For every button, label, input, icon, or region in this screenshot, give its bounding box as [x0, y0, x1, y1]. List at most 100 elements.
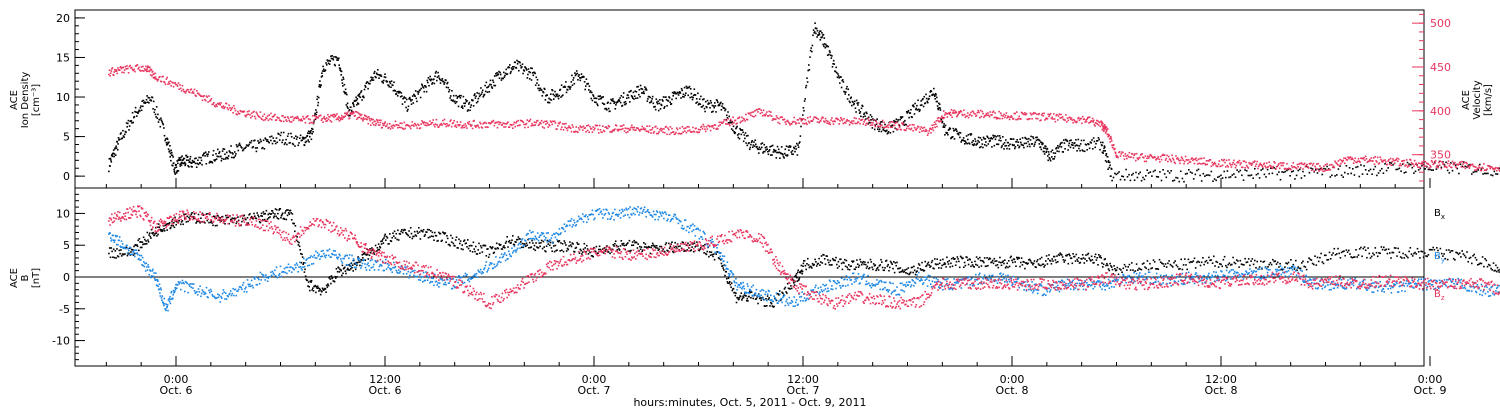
- density-point: [1172, 180, 1174, 182]
- density-point: [235, 153, 237, 155]
- density-point: [605, 107, 608, 110]
- density-point: [940, 118, 943, 121]
- density-point: [957, 133, 960, 136]
- bx-point: [734, 294, 737, 297]
- bx-point: [293, 222, 295, 225]
- density-point: [921, 104, 923, 106]
- density-point: [1282, 171, 1285, 174]
- velocity-point: [1459, 161, 1462, 163]
- bx-point: [545, 245, 548, 247]
- density-point: [517, 60, 519, 63]
- density-point: [1072, 144, 1074, 146]
- velocity-point: [433, 123, 435, 126]
- density-point: [628, 91, 630, 93]
- velocity-point: [882, 126, 885, 129]
- density-point: [406, 110, 409, 112]
- bx-point: [795, 272, 798, 275]
- density-point: [811, 50, 813, 53]
- velocity-point: [209, 99, 212, 101]
- density-point: [356, 98, 359, 100]
- velocity-point: [833, 120, 836, 122]
- density-point: [911, 116, 913, 119]
- density-point: [223, 158, 225, 160]
- velocity-point: [795, 122, 798, 124]
- bx-point: [800, 264, 803, 267]
- velocity-point: [652, 132, 655, 134]
- velocity-point: [1081, 122, 1083, 125]
- density-point: [794, 145, 797, 148]
- density-point: [121, 137, 124, 139]
- bx-point: [346, 268, 348, 271]
- density-point: [238, 144, 240, 146]
- velocity-point: [1197, 158, 1200, 161]
- density-point: [316, 98, 318, 101]
- density-point: [490, 83, 492, 86]
- velocity-point: [440, 122, 443, 125]
- bx-point: [576, 241, 578, 244]
- density-point: [686, 87, 688, 90]
- density-point: [394, 90, 396, 92]
- bx-point: [767, 298, 770, 301]
- density-point: [766, 148, 768, 150]
- density-point: [173, 171, 176, 174]
- density-point: [311, 132, 313, 135]
- velocity-point: [1471, 163, 1474, 166]
- velocity-point: [1072, 121, 1074, 124]
- density-point: [555, 93, 557, 96]
- density-point: [1437, 165, 1439, 168]
- density-point: [908, 116, 910, 119]
- bx-point: [657, 249, 660, 251]
- density-point: [969, 133, 971, 135]
- bx-point: [297, 240, 299, 243]
- bx-point: [368, 254, 371, 257]
- density-point: [476, 92, 478, 94]
- velocity-point: [356, 118, 358, 120]
- bx-point: [284, 212, 286, 214]
- density-point: [333, 63, 336, 66]
- density-point: [1101, 151, 1104, 154]
- bx-point: [651, 242, 654, 245]
- density-point: [840, 86, 843, 89]
- velocity-point: [670, 132, 672, 134]
- density-point: [522, 72, 524, 75]
- velocity-point: [972, 111, 975, 113]
- bx-point: [358, 261, 361, 263]
- velocity-point: [762, 115, 764, 117]
- bx-point: [304, 268, 306, 271]
- density-point: [740, 133, 743, 136]
- bx-point: [450, 241, 453, 243]
- density-point: [730, 121, 732, 124]
- density-point: [953, 138, 956, 140]
- velocity-point: [516, 124, 519, 127]
- density-point: [1361, 173, 1364, 175]
- velocity-point: [390, 125, 393, 128]
- density-point: [1075, 144, 1078, 146]
- bx-point: [172, 225, 174, 227]
- bx-point: [700, 246, 702, 249]
- density-point: [633, 98, 635, 100]
- velocity-point: [615, 124, 618, 127]
- velocity-point: [627, 127, 630, 130]
- bx-point: [578, 252, 581, 254]
- density-point: [1019, 138, 1021, 140]
- density-point: [1051, 156, 1053, 158]
- density-point: [342, 76, 344, 79]
- density-point: [546, 94, 548, 96]
- velocity-point: [1092, 121, 1094, 123]
- density-point: [1057, 145, 1059, 147]
- bx-point: [504, 242, 507, 244]
- velocity-point: [167, 83, 169, 85]
- velocity-point: [210, 98, 213, 100]
- density-point: [270, 135, 273, 138]
- density-point: [481, 91, 483, 94]
- density-point: [688, 86, 690, 89]
- bx-point: [124, 253, 126, 255]
- density-point: [146, 95, 148, 97]
- bx-point: [374, 244, 377, 247]
- bx-point: [381, 240, 383, 242]
- density-point: [188, 166, 190, 168]
- density-point: [518, 69, 520, 72]
- velocity-point: [783, 118, 786, 121]
- density-point: [1119, 178, 1122, 181]
- velocity-point: [149, 66, 151, 69]
